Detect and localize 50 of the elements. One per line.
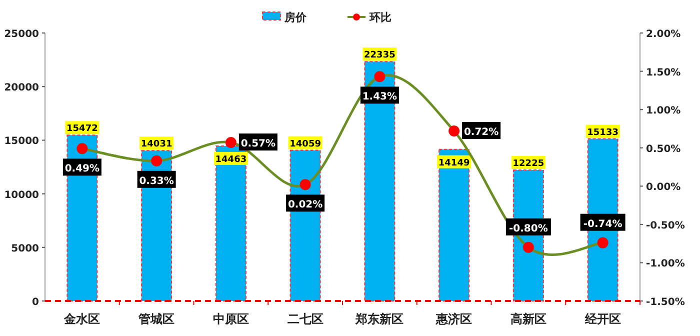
point: [300, 179, 311, 190]
point: [225, 136, 236, 148]
y2-tick-label: 1.00%: [646, 106, 681, 117]
y-tick-label: 0: [32, 297, 40, 308]
bar: [438, 148, 470, 302]
x-tick-label: 惠济区: [435, 312, 472, 326]
point: [151, 155, 162, 166]
x-tick-label: 中原区: [212, 312, 249, 326]
data-label: 14149: [438, 158, 470, 168]
data-label: 0.72%: [464, 127, 499, 138]
legend-label: 环比: [368, 11, 392, 24]
x-tick-label: 高新区: [510, 312, 546, 326]
y-tick-label: 15000: [4, 136, 40, 148]
data-label: 0.57%: [240, 138, 276, 150]
bar: [215, 145, 246, 302]
data-label: 14059: [290, 139, 321, 150]
y-tick-label: 5000: [11, 243, 40, 254]
y2-tick-label: 0.00%: [646, 182, 681, 194]
y2-tick-label: -1.50%: [646, 297, 685, 308]
legend-label: 房价: [284, 11, 308, 24]
y2-tick-label: -1.00%: [646, 258, 685, 270]
x-tick-label: 金水区: [63, 312, 100, 326]
data-label: 14031: [140, 140, 172, 150]
y-tick-label: 25000: [4, 29, 40, 40]
y2-tick-label: 1.50%: [646, 67, 681, 78]
point: [597, 237, 608, 248]
data-label: -0.80%: [509, 223, 548, 234]
data-label: 22335: [364, 50, 396, 61]
y2-tick-label: 2.00%: [646, 29, 681, 40]
data-label: 14463: [215, 154, 247, 165]
x-tick-label: 郑东新区: [354, 312, 404, 326]
x-tick-label: 二七区: [287, 312, 324, 326]
y-tick-label: 10000: [4, 190, 40, 201]
y2-tick-label: 0.50%: [646, 144, 681, 155]
y-tick-label: 20000: [4, 82, 40, 94]
x-tick-label: 管城区: [138, 312, 175, 326]
y2-tick-label: -0.50%: [646, 220, 685, 232]
point: [448, 126, 460, 137]
point: [522, 242, 534, 253]
data-label: 15133: [587, 128, 618, 138]
data-label: 15472: [66, 124, 98, 134]
data-label: 0.33%: [139, 176, 174, 187]
x-tick-label: 经开区: [584, 312, 621, 326]
data-label: 12225: [512, 158, 544, 169]
data-label: 0.02%: [288, 200, 323, 211]
data-label: -0.74%: [583, 218, 622, 230]
data-label: 0.49%: [64, 164, 100, 175]
point: [374, 71, 386, 82]
data-label: 1.43%: [362, 92, 398, 103]
point: [76, 143, 88, 154]
